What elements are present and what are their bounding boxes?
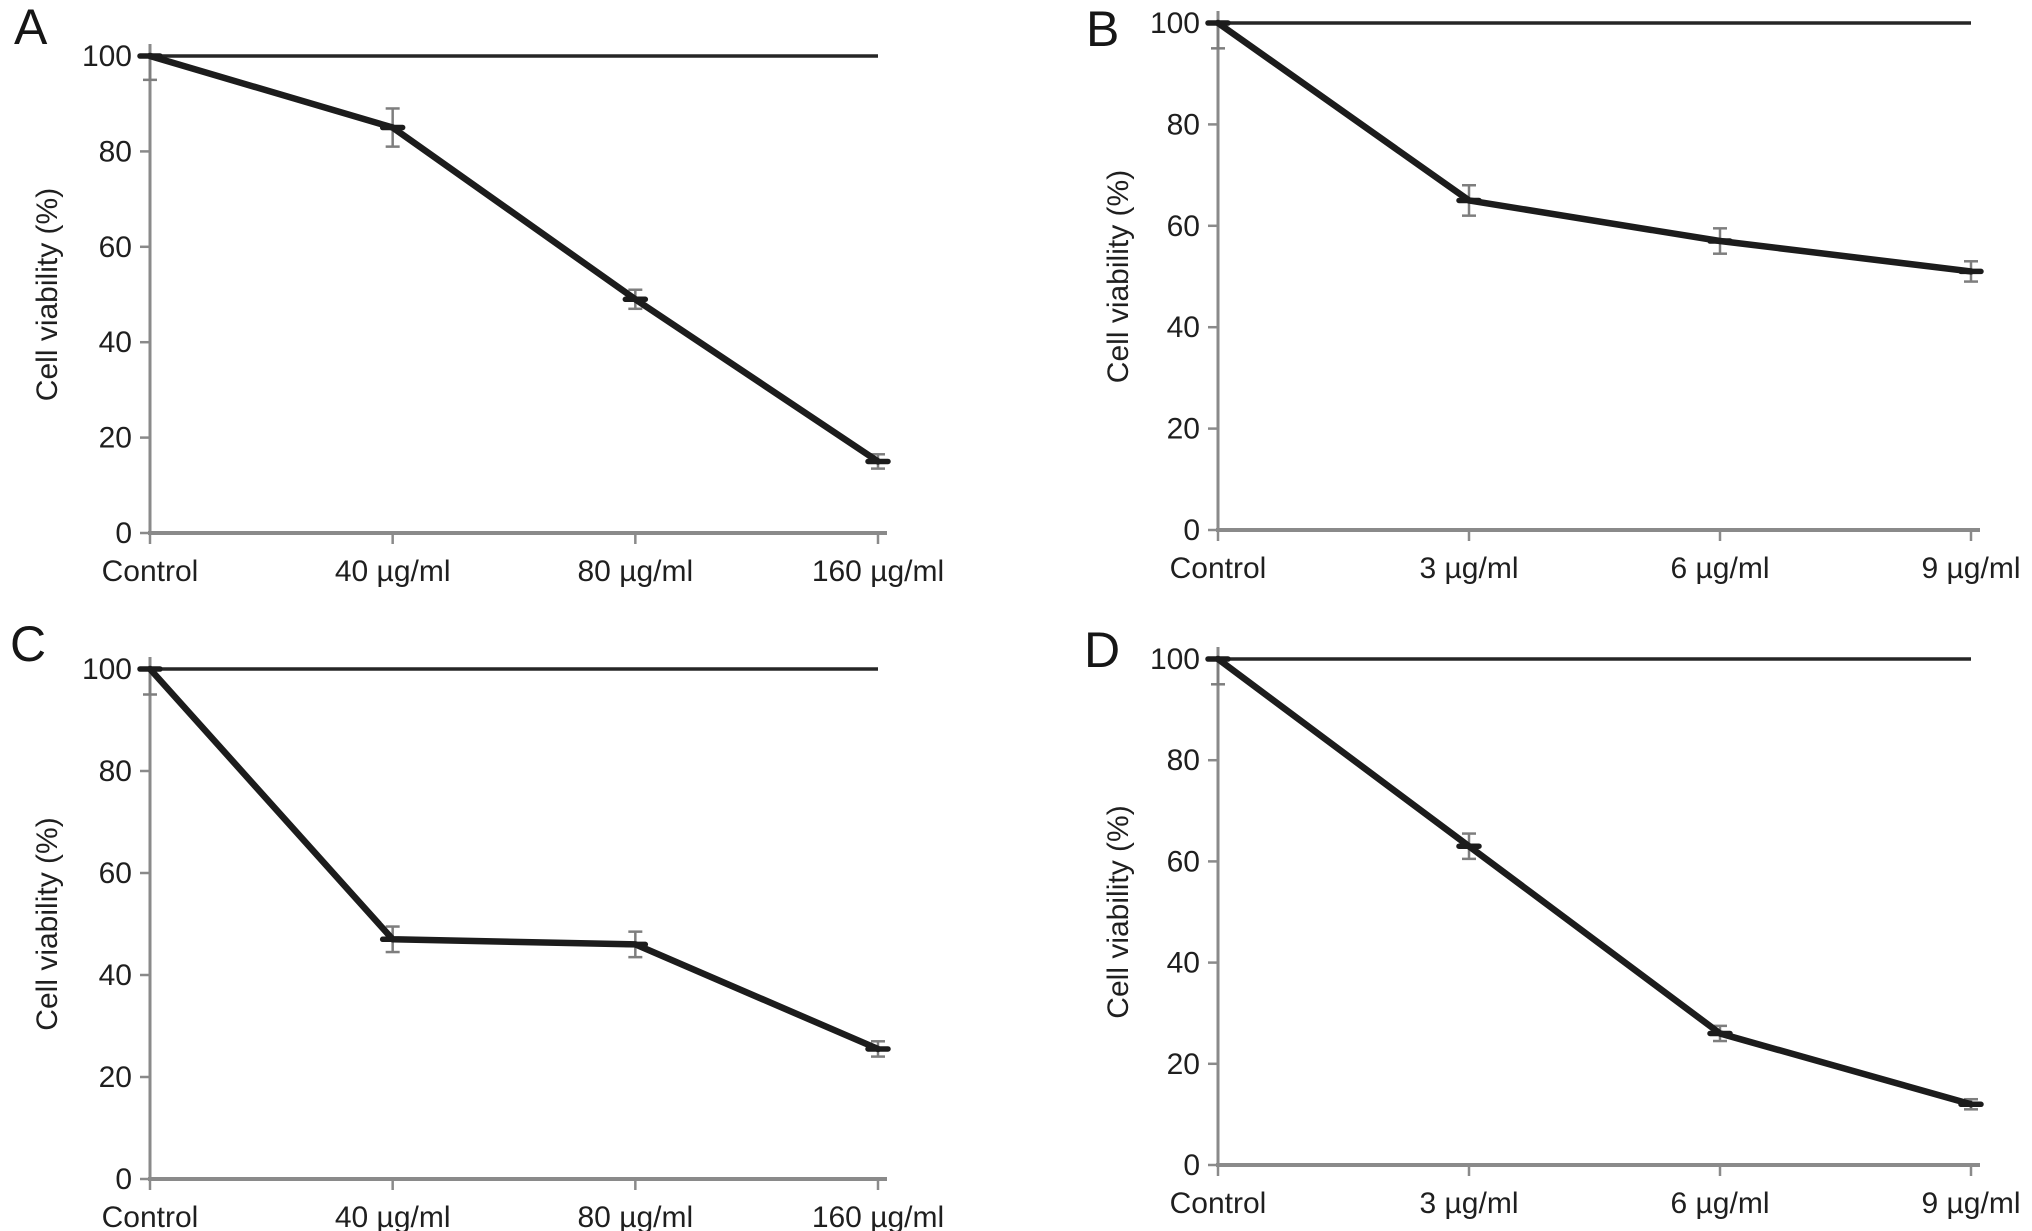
y-tick-label: 80 — [1167, 744, 1200, 777]
y-tick-label: 100 — [82, 653, 132, 686]
y-tick-label: 0 — [115, 1163, 132, 1196]
x-tick-label: 160 µg/ml — [812, 555, 944, 588]
y-tick-label: 80 — [1167, 108, 1200, 141]
panel-a: A 0 20 40 60 80 100 Control 40 µg/ml 80 µg/ml 160… — [0, 0, 1016, 615]
panel-a-chart: 0 20 40 60 80 100 Control 40 µg/ml 80 µg/ml 160 µ… — [31, 40, 944, 588]
y-tick-label: 100 — [1150, 643, 1200, 676]
y-axis-label: Cell viability (%) — [31, 817, 64, 1030]
x-tick-label: 80 µg/ml — [577, 1201, 693, 1231]
y-tick-label: 20 — [99, 422, 132, 455]
panel-c: C 0 20 40 60 80 100 Control 40 µg/ml 80 µg/ml 160… — [0, 615, 1016, 1231]
x-tick-label: Control — [1170, 1187, 1267, 1220]
y-tick-label: 60 — [1167, 210, 1200, 243]
panel-d-chart: 0 20 40 60 80 100 Control 3 µg/ml 6 µg/ml 9 µg/ml… — [1102, 643, 2021, 1220]
y-axis-label: Cell viability (%) — [1102, 170, 1135, 383]
data-line — [146, 52, 882, 465]
x-tick-label: 6 µg/ml — [1671, 552, 1770, 585]
y-tick-label: 20 — [1167, 413, 1200, 446]
y-tick-label: 60 — [1167, 845, 1200, 878]
panel-c-chart: 0 20 40 60 80 100 Control 40 µg/ml 80 µg/ml 160 µ… — [31, 653, 944, 1231]
data-line — [1214, 655, 1975, 1108]
y-tick-label: 0 — [115, 517, 132, 550]
x-tick-label: 9 µg/ml — [1922, 1187, 2021, 1220]
panel-a-letter: A — [14, 0, 48, 55]
panel-d-letter: D — [1084, 622, 1121, 678]
y-tick-label: 80 — [99, 755, 132, 788]
x-tick-label: 160 µg/ml — [812, 1201, 944, 1231]
x-tick-label: Control — [102, 555, 199, 588]
panel-b-chart: 0 20 40 60 80 100 Control 3 µg/ml 6 µg/ml 9 µg/ml… — [1102, 7, 2021, 585]
y-tick-label: 100 — [1150, 7, 1200, 40]
y-tick-label: 40 — [1167, 311, 1200, 344]
x-tick-label: 40 µg/ml — [335, 555, 451, 588]
y-tick-label: 40 — [99, 959, 132, 992]
y-axis-label: Cell viability (%) — [1102, 805, 1135, 1018]
x-tick-label: 3 µg/ml — [1420, 1187, 1519, 1220]
x-tick-label: 3 µg/ml — [1420, 552, 1519, 585]
data-line — [1214, 19, 1975, 275]
y-tick-label: 60 — [99, 857, 132, 890]
y-tick-label: 80 — [99, 135, 132, 168]
y-tick-label: 60 — [99, 231, 132, 264]
y-tick-label: 0 — [1183, 514, 1200, 547]
y-tick-label: 40 — [1167, 947, 1200, 980]
y-tick-label: 20 — [99, 1061, 132, 1094]
y-tick-label: 20 — [1167, 1048, 1200, 1081]
y-axis-label: Cell viability (%) — [31, 188, 64, 401]
y-tick-label: 100 — [82, 40, 132, 73]
x-tick-label: Control — [1170, 552, 1267, 585]
x-tick-label: 80 µg/ml — [577, 555, 693, 588]
panel-b-letter: B — [1086, 1, 1120, 57]
y-tick-label: 40 — [99, 326, 132, 359]
data-line — [146, 665, 882, 1053]
x-tick-label: 40 µg/ml — [335, 1201, 451, 1231]
x-tick-label: Control — [102, 1201, 199, 1231]
panel-d: D 0 20 40 60 80 100 Control 3 µg/ml 6 µg/ml 9 µg/… — [1016, 615, 2032, 1231]
y-tick-label: 0 — [1183, 1149, 1200, 1182]
panel-c-letter: C — [10, 616, 47, 672]
panel-b: B 0 20 40 60 80 100 Control 3 µg/ml 6 µg/ml 9 µg/… — [1016, 0, 2032, 615]
x-tick-label: 9 µg/ml — [1922, 552, 2021, 585]
x-tick-label: 6 µg/ml — [1671, 1187, 1770, 1220]
